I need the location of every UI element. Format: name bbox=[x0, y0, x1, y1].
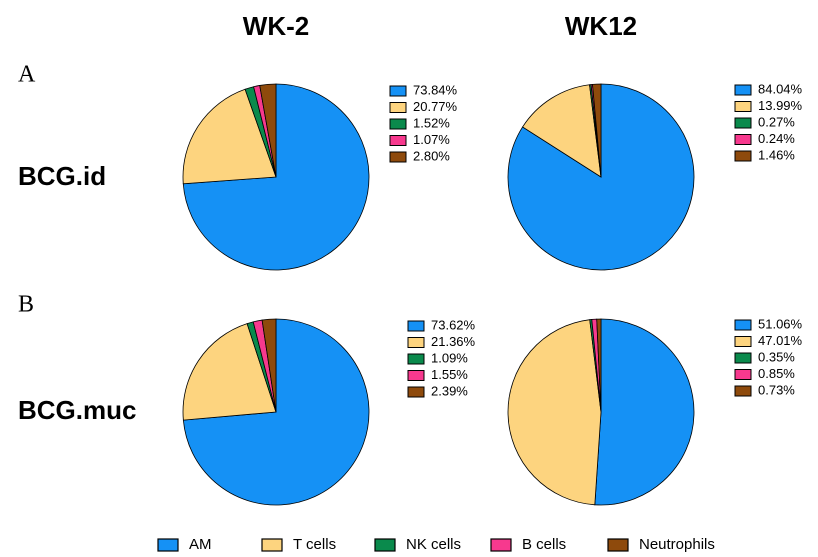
value-label: 2.80% bbox=[413, 148, 450, 163]
legend-label: B cells bbox=[522, 536, 566, 553]
row-label: BCG.id bbox=[18, 161, 106, 191]
legend-swatch bbox=[407, 320, 425, 332]
value-label: 13.99% bbox=[758, 98, 803, 113]
legend-swatch bbox=[734, 352, 752, 364]
pie-slice bbox=[261, 318, 277, 413]
legend-label: AM bbox=[189, 536, 212, 553]
value-label: 0.27% bbox=[758, 114, 795, 129]
legend-swatch bbox=[734, 101, 752, 112]
value-label: 0.35% bbox=[758, 349, 795, 364]
pie-slice bbox=[182, 323, 277, 421]
value-label: 0.85% bbox=[758, 366, 795, 381]
value-label: 1.52% bbox=[413, 115, 450, 130]
value-label: 73.84% bbox=[413, 82, 458, 97]
legend-swatch bbox=[389, 118, 407, 130]
column-title: WK12 bbox=[565, 11, 637, 41]
legend-swatch bbox=[734, 134, 752, 145]
legend-swatch bbox=[490, 538, 512, 552]
legend-swatch bbox=[407, 353, 425, 365]
legend-swatch bbox=[734, 117, 752, 129]
value-label: 1.46% bbox=[758, 147, 795, 162]
value-label: 21.36% bbox=[431, 334, 476, 349]
legend-swatch bbox=[389, 85, 407, 97]
value-label: 1.09% bbox=[431, 350, 468, 365]
pie-slice bbox=[259, 83, 277, 178]
legend-swatch bbox=[389, 135, 407, 146]
value-label: 0.24% bbox=[758, 131, 795, 146]
value-label: 2.39% bbox=[431, 383, 468, 398]
legend-swatch bbox=[734, 369, 752, 380]
legend-swatch bbox=[407, 337, 425, 348]
legend-swatch bbox=[734, 385, 752, 397]
panel-label: A bbox=[18, 62, 36, 88]
legend-swatch bbox=[374, 538, 396, 552]
value-label: 51.06% bbox=[758, 316, 803, 331]
value-label: 84.04% bbox=[758, 81, 803, 96]
legend-swatch bbox=[407, 386, 425, 398]
pie-slice bbox=[594, 318, 695, 506]
value-label: 1.07% bbox=[413, 132, 450, 147]
legend-swatch bbox=[734, 336, 752, 347]
pie-slice bbox=[182, 88, 277, 185]
value-label: 73.62% bbox=[431, 317, 476, 332]
legend-swatch bbox=[389, 102, 407, 113]
value-label: 47.01% bbox=[758, 333, 803, 348]
legend-label: T cells bbox=[293, 536, 336, 553]
legend-swatch bbox=[407, 370, 425, 381]
legend-swatch bbox=[261, 538, 283, 552]
legend-swatch bbox=[734, 84, 752, 96]
legend-swatch bbox=[734, 150, 752, 162]
pie-slice bbox=[507, 319, 602, 506]
row-label: BCG.muc bbox=[18, 395, 136, 425]
legend-swatch bbox=[607, 538, 629, 552]
legend-swatch bbox=[734, 319, 752, 331]
value-label: 20.77% bbox=[413, 99, 458, 114]
pie-slice bbox=[522, 84, 602, 178]
legend-label: NK cells bbox=[406, 536, 461, 553]
column-title: WK-2 bbox=[243, 11, 309, 41]
value-label: 0.73% bbox=[758, 382, 795, 397]
pie-slice bbox=[592, 83, 602, 178]
legend-label: Neutrophils bbox=[639, 536, 715, 553]
value-label: 1.55% bbox=[431, 367, 468, 382]
panel-label: B bbox=[18, 292, 34, 318]
legend-swatch bbox=[157, 538, 179, 552]
pie-slice bbox=[596, 318, 602, 413]
legend-swatch bbox=[389, 151, 407, 163]
